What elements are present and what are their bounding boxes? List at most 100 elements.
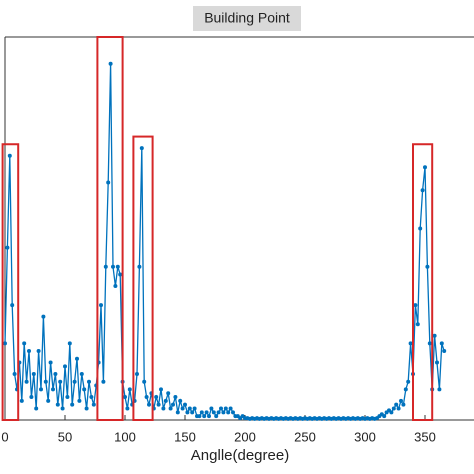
- data-point: [178, 398, 183, 403]
- data-point: [163, 398, 168, 403]
- data-point: [391, 406, 396, 411]
- data-point: [65, 395, 70, 400]
- data-point: [401, 402, 406, 407]
- data-point: [187, 406, 192, 411]
- data-point: [202, 414, 207, 419]
- data-point: [103, 264, 108, 269]
- data-point: [27, 349, 31, 354]
- data-point: [442, 349, 447, 354]
- data-point: [19, 398, 24, 403]
- data-point: [226, 410, 231, 415]
- data-point: [53, 372, 58, 377]
- data-point: [108, 61, 113, 66]
- data-point: [111, 264, 115, 269]
- data-point: [125, 406, 130, 411]
- data-point: [139, 146, 144, 151]
- data-point: [67, 341, 72, 346]
- data-point: [214, 414, 219, 419]
- data-point: [427, 341, 432, 346]
- data-point: [192, 406, 197, 411]
- data-point: [46, 398, 51, 403]
- data-point: [413, 303, 418, 308]
- chart-title: Building Point: [204, 10, 290, 26]
- data-point: [207, 414, 211, 419]
- data-point: [84, 406, 89, 411]
- data-point: [82, 387, 87, 392]
- data-point: [231, 410, 235, 415]
- x-tick-label: 50: [58, 429, 72, 444]
- x-tick-label: 300: [354, 429, 376, 444]
- x-tick-label: 200: [234, 429, 256, 444]
- data-point: [3, 341, 7, 346]
- data-point: [394, 402, 399, 407]
- data-point: [29, 395, 34, 400]
- data-point: [437, 387, 442, 392]
- data-point: [22, 341, 27, 346]
- x-tick-label: 150: [174, 429, 196, 444]
- data-point: [36, 349, 41, 354]
- x-tick-label: 250: [294, 429, 316, 444]
- data-point: [204, 410, 209, 415]
- x-axis-label: Anglle(degree): [191, 447, 289, 464]
- data-point: [435, 360, 439, 365]
- data-point: [161, 406, 166, 411]
- data-point: [87, 379, 91, 384]
- data-point: [439, 341, 444, 346]
- data-point: [420, 188, 425, 193]
- data-point: [173, 395, 178, 400]
- data-point: [10, 303, 15, 308]
- data-point: [406, 379, 411, 384]
- data-point: [79, 372, 84, 377]
- data-point: [399, 398, 403, 403]
- data-point: [113, 283, 118, 288]
- data-point: [101, 379, 106, 384]
- data-point: [415, 322, 420, 327]
- data-point: [154, 395, 159, 400]
- data-point: [197, 414, 202, 419]
- data-point: [106, 180, 111, 185]
- highlight-box: [1, 143, 20, 422]
- data-point: [171, 402, 175, 407]
- data-point: [43, 379, 48, 384]
- data-point: [5, 245, 10, 250]
- data-point: [216, 410, 221, 415]
- data-point: [48, 360, 53, 365]
- data-point: [211, 410, 216, 415]
- data-point: [75, 356, 79, 361]
- data-point: [31, 372, 36, 377]
- data-point: [77, 398, 82, 403]
- data-point: [39, 387, 43, 392]
- data-point: [60, 406, 65, 411]
- data-point: [118, 272, 123, 277]
- title-box: [193, 6, 301, 31]
- data-point: [166, 391, 171, 396]
- data-point: [51, 387, 55, 392]
- x-tick-label: 350: [414, 429, 436, 444]
- data-line: [4, 63, 445, 420]
- data-point: [425, 264, 430, 269]
- data-point: [34, 406, 39, 411]
- data-point: [135, 372, 139, 377]
- data-point: [168, 406, 173, 411]
- highlight-box: [412, 143, 434, 422]
- data-point: [408, 341, 413, 346]
- data-point: [156, 402, 161, 407]
- x-tick-label: 100: [114, 429, 136, 444]
- data-point: [63, 364, 67, 369]
- data-point: [159, 387, 163, 392]
- highlight-box: [96, 36, 124, 421]
- data-point: [89, 395, 94, 400]
- data-point: [144, 395, 149, 400]
- data-point: [199, 410, 204, 415]
- data-point: [183, 402, 187, 407]
- data-point: [115, 264, 120, 269]
- data-point: [403, 387, 408, 392]
- data-point: [185, 410, 190, 415]
- data-point: [396, 406, 401, 411]
- data-point: [147, 402, 151, 407]
- data-point: [41, 314, 46, 319]
- data-point: [209, 406, 214, 411]
- data-point: [221, 410, 226, 415]
